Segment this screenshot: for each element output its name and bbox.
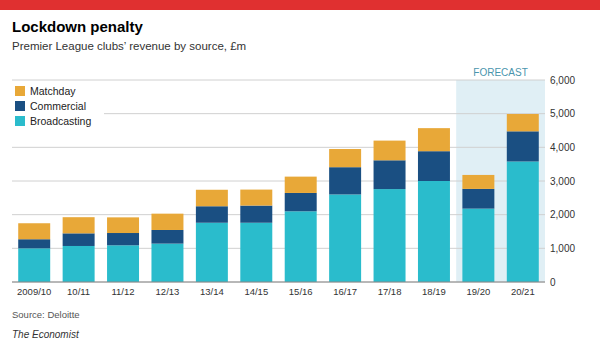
bar xyxy=(196,206,228,222)
legend-swatch xyxy=(15,86,25,96)
annotation: FORECAST xyxy=(473,67,527,78)
chart: Lockdown penalty Premier League clubs’ re… xyxy=(0,0,600,354)
bar xyxy=(418,151,450,181)
bar xyxy=(196,190,228,206)
grid-line xyxy=(12,282,545,283)
legend-swatch xyxy=(15,101,25,111)
legend-label: Matchday xyxy=(30,85,76,97)
x-tick-label: 15/16 xyxy=(289,286,313,297)
legend-label: Broadcasting xyxy=(30,115,91,127)
y-tick-label: 4,000 xyxy=(550,142,575,153)
bar xyxy=(418,181,450,282)
bar xyxy=(507,114,539,131)
x-tick-label: 18/19 xyxy=(422,286,446,297)
bar xyxy=(374,141,406,161)
title: Lockdown penalty xyxy=(12,18,144,35)
bar xyxy=(240,190,272,206)
bars xyxy=(18,114,539,282)
legend: Matchday Commercial Broadcasting xyxy=(12,82,104,131)
y-tick-label: 0 xyxy=(550,277,556,288)
bar xyxy=(63,233,95,246)
y-tick-label: 2,000 xyxy=(550,209,575,220)
bar xyxy=(18,223,50,239)
bar xyxy=(107,233,139,245)
subtitle: Premier League clubs’ revenue by source,… xyxy=(12,40,246,52)
y-tick-label: 6,000 xyxy=(550,75,575,86)
y-tick-label: 1,000 xyxy=(550,243,575,254)
bar xyxy=(374,189,406,282)
top-bar xyxy=(0,0,600,10)
x-tick-label: 14/15 xyxy=(244,286,268,297)
bar xyxy=(240,206,272,223)
bar xyxy=(151,230,183,244)
bar xyxy=(462,189,494,209)
bar xyxy=(462,175,494,189)
x-tick-label: 13/14 xyxy=(200,286,224,297)
bar xyxy=(151,214,183,230)
background xyxy=(0,0,600,354)
bar xyxy=(507,161,539,282)
bar xyxy=(63,246,95,282)
bar xyxy=(107,217,139,233)
legend-background xyxy=(12,82,104,131)
y-tick-label: 3,000 xyxy=(550,176,575,187)
footer: The Economist xyxy=(12,329,80,340)
bar xyxy=(507,131,539,161)
bar xyxy=(18,248,50,282)
x-tick-label: 19/20 xyxy=(466,286,490,297)
bar xyxy=(151,244,183,282)
bar xyxy=(285,193,317,211)
bar xyxy=(18,239,50,248)
bar xyxy=(285,211,317,282)
source: Source: Deloitte xyxy=(12,309,80,320)
x-tick-label: 11/12 xyxy=(112,286,135,297)
bar xyxy=(329,167,361,194)
grid-line xyxy=(12,147,545,148)
y-tick-label: 5,000 xyxy=(550,108,575,119)
bar xyxy=(107,245,139,282)
x-tick-label: 20/21 xyxy=(511,286,535,297)
legend-swatch xyxy=(15,116,25,126)
bar xyxy=(329,149,361,167)
bar xyxy=(285,177,317,193)
grid-line xyxy=(12,80,545,81)
bar xyxy=(418,128,450,151)
x-tick-label: 12/13 xyxy=(156,286,180,297)
bar xyxy=(329,194,361,282)
bar xyxy=(63,217,95,233)
x-tick-label: 10/11 xyxy=(67,286,90,297)
bar xyxy=(240,223,272,282)
bar xyxy=(374,160,406,189)
x-tick-label: 16/17 xyxy=(333,286,357,297)
x-tick-label: 2009/10 xyxy=(17,286,51,297)
x-axis xyxy=(12,282,545,283)
bar xyxy=(196,223,228,282)
x-tick-label: 17/18 xyxy=(378,286,402,297)
bar xyxy=(462,209,494,282)
legend-label: Commercial xyxy=(30,100,86,112)
